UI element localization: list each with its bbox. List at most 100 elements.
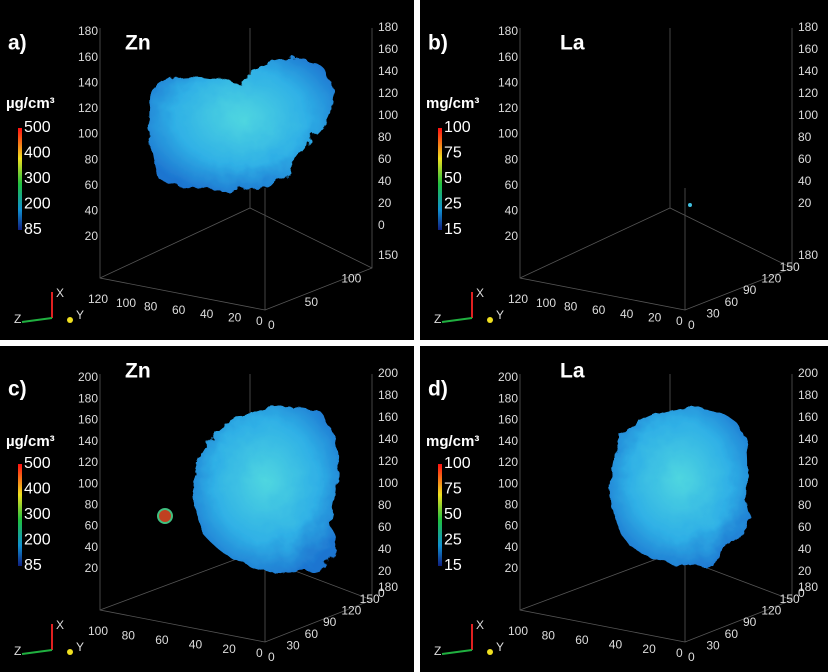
triad-label: Y bbox=[496, 640, 504, 654]
zn-hotspot bbox=[158, 509, 172, 523]
left-axis-label: 160 bbox=[498, 50, 518, 64]
colorbar-label: 85 bbox=[24, 221, 42, 238]
bottom-axis-label: 80 bbox=[122, 629, 136, 643]
right-axis-label: 80 bbox=[798, 498, 812, 512]
right-axis-label: 20 bbox=[798, 564, 812, 578]
right-axis-label: 200 bbox=[378, 366, 398, 380]
triad-label: Z bbox=[14, 644, 21, 658]
left-axis-label: 80 bbox=[85, 152, 99, 166]
left-axis-label: 60 bbox=[505, 178, 519, 192]
triad-y bbox=[67, 649, 73, 655]
bottom-axis-label: 40 bbox=[200, 307, 214, 321]
right-axis-label: 200 bbox=[798, 366, 818, 380]
panel: b)Lamg/cm³100755025151801601401201008060… bbox=[420, 0, 828, 340]
left-axis-label: 140 bbox=[78, 75, 98, 89]
left-axis-label: 40 bbox=[505, 540, 519, 554]
right-axis-label: 180 bbox=[798, 388, 818, 402]
left-axis-label: 100 bbox=[78, 127, 98, 141]
panel-label: c) bbox=[8, 378, 27, 401]
la-volume bbox=[610, 408, 750, 566]
colorbar-label: 500 bbox=[24, 119, 51, 136]
triad-y bbox=[67, 317, 73, 323]
colorbar-label: 100 bbox=[444, 119, 471, 136]
bottom-axis-label: 120 bbox=[88, 292, 108, 306]
triad-label: Y bbox=[496, 308, 504, 322]
panel-label: d) bbox=[428, 378, 448, 401]
depth-axis-label: 120 bbox=[761, 272, 781, 286]
depth-axis-label: 150 bbox=[378, 248, 398, 262]
depth-axis-label: 60 bbox=[725, 627, 739, 641]
element-label: La bbox=[560, 360, 585, 383]
depth-axis-label: 30 bbox=[706, 307, 720, 321]
unit-label: µg/cm³ bbox=[6, 95, 55, 112]
colorbar-label: 25 bbox=[444, 196, 462, 213]
triad-y bbox=[487, 317, 493, 323]
colorbar bbox=[438, 128, 442, 230]
bottom-axis-label: 120 bbox=[508, 292, 528, 306]
right-axis-label: 160 bbox=[378, 42, 398, 56]
left-axis-label: 20 bbox=[505, 229, 519, 243]
colorbar-label: 400 bbox=[24, 145, 51, 162]
left-axis-label: 40 bbox=[85, 540, 99, 554]
depth-axis-label: 0 bbox=[268, 318, 275, 332]
depth-axis-label: 100 bbox=[341, 272, 361, 286]
right-axis-label: 60 bbox=[378, 520, 392, 534]
triad-label: X bbox=[476, 618, 484, 632]
depth-axis-label: 60 bbox=[725, 295, 739, 309]
left-axis-label: 20 bbox=[505, 561, 519, 575]
element-label: Zn bbox=[125, 32, 151, 55]
depth-axis-label: 90 bbox=[323, 615, 337, 629]
left-axis-label: 20 bbox=[85, 229, 99, 243]
right-axis-label: 120 bbox=[798, 454, 818, 468]
bottom-axis-label: 60 bbox=[172, 303, 186, 317]
left-axis-label: 100 bbox=[498, 476, 518, 490]
depth-axis-label: 0 bbox=[268, 650, 275, 664]
bottom-axis-label: 80 bbox=[564, 300, 578, 314]
bottom-axis-label: 100 bbox=[536, 296, 556, 310]
la-spot bbox=[688, 203, 692, 207]
bottom-axis-label: 40 bbox=[189, 637, 203, 651]
right-axis-label: 100 bbox=[798, 108, 818, 122]
colorbar bbox=[18, 128, 22, 230]
bottom-axis-label: 0 bbox=[676, 646, 683, 660]
triad-label: Z bbox=[434, 312, 441, 326]
right-axis-label: 40 bbox=[798, 174, 812, 188]
right-axis-label: 80 bbox=[798, 130, 812, 144]
depth-axis-label: 50 bbox=[305, 295, 319, 309]
left-axis-label: 200 bbox=[78, 370, 98, 384]
colorbar-label: 50 bbox=[444, 170, 462, 187]
element-label: La bbox=[560, 32, 585, 55]
left-axis-label: 20 bbox=[85, 561, 99, 575]
right-axis-label: 160 bbox=[798, 42, 818, 56]
figure: a)Znµg/cm³500400300200851801601401201008… bbox=[0, 0, 828, 672]
right-axis-label: 180 bbox=[378, 388, 398, 402]
triad-label: X bbox=[56, 618, 64, 632]
left-axis-label: 80 bbox=[505, 152, 519, 166]
left-axis-label: 140 bbox=[498, 434, 518, 448]
left-axis-label: 180 bbox=[498, 24, 518, 38]
depth-axis-label: 120 bbox=[761, 604, 781, 618]
right-axis-label: 160 bbox=[378, 410, 398, 424]
bottom-axis-label: 0 bbox=[256, 646, 263, 660]
depth-axis-label: 0 bbox=[688, 318, 695, 332]
bottom-axis-label: 20 bbox=[648, 311, 662, 325]
left-axis-label: 100 bbox=[78, 476, 98, 490]
left-axis-label: 180 bbox=[78, 391, 98, 405]
panel: d)Lamg/cm³100755025152001801601401201008… bbox=[420, 346, 828, 672]
colorbar-label: 300 bbox=[24, 506, 51, 523]
colorbar bbox=[438, 464, 442, 566]
left-axis-label: 140 bbox=[78, 434, 98, 448]
unit-label: mg/cm³ bbox=[426, 95, 479, 112]
right-axis-label: 100 bbox=[378, 476, 398, 490]
colorbar-label: 15 bbox=[444, 221, 462, 238]
bottom-axis-label: 40 bbox=[620, 307, 634, 321]
left-axis-label: 120 bbox=[498, 101, 518, 115]
triad-y bbox=[487, 649, 493, 655]
colorbar-label: 50 bbox=[444, 506, 462, 523]
right-axis-label: 20 bbox=[798, 196, 812, 210]
left-axis-label: 140 bbox=[498, 75, 518, 89]
right-axis-label: 120 bbox=[798, 86, 818, 100]
triad-label: X bbox=[476, 286, 484, 300]
right-axis-label: 40 bbox=[798, 542, 812, 556]
bottom-axis-label: 20 bbox=[228, 311, 242, 325]
